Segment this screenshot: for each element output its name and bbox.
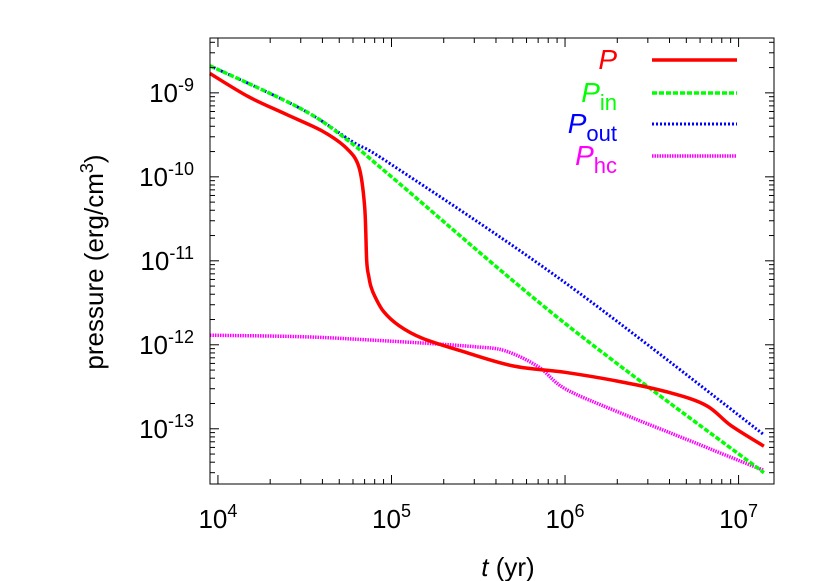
series-line-hc (209, 333, 765, 472)
x-axis-label-unit: (yr) (489, 552, 535, 581)
series-line-out (209, 64, 765, 436)
y-tick-label: 10-12 (139, 327, 194, 360)
series-lines (209, 64, 765, 475)
legend-label-hc: Phc (575, 140, 617, 178)
y-axis-label-main: pressure (erg/cm (79, 173, 109, 370)
x-axis-label-var: t (481, 552, 490, 581)
x-axis-label: t (yr) (481, 552, 534, 581)
y-tick-labels: 10-9 10-10 10-11 10-12 10-13 (139, 75, 194, 444)
series-line-in (209, 64, 765, 475)
x-tick-label: 107 (719, 501, 758, 534)
y-tick-label: 10-9 (149, 75, 194, 108)
legend-label-total: P (598, 44, 617, 75)
x-tick-label: 105 (372, 501, 411, 534)
y-axis-label-close: ) (79, 154, 109, 163)
legend-label-in: Pin (581, 77, 617, 115)
series-line-total (209, 72, 765, 448)
y-tick-label: 10-11 (140, 243, 194, 276)
legend-label-out: Pout (568, 108, 617, 146)
x-tick-label: 106 (546, 501, 585, 534)
x-tick-label: 104 (198, 501, 237, 534)
y-tick-label: 10-10 (139, 159, 194, 192)
y-tick-label: 10-13 (139, 411, 194, 444)
axis-ticks (209, 38, 774, 484)
y-axis-label-sup: 3 (77, 163, 97, 173)
x-tick-labels: 104 105 106 107 (198, 501, 758, 534)
y-axis-label: pressure (erg/cm3) (77, 154, 109, 369)
